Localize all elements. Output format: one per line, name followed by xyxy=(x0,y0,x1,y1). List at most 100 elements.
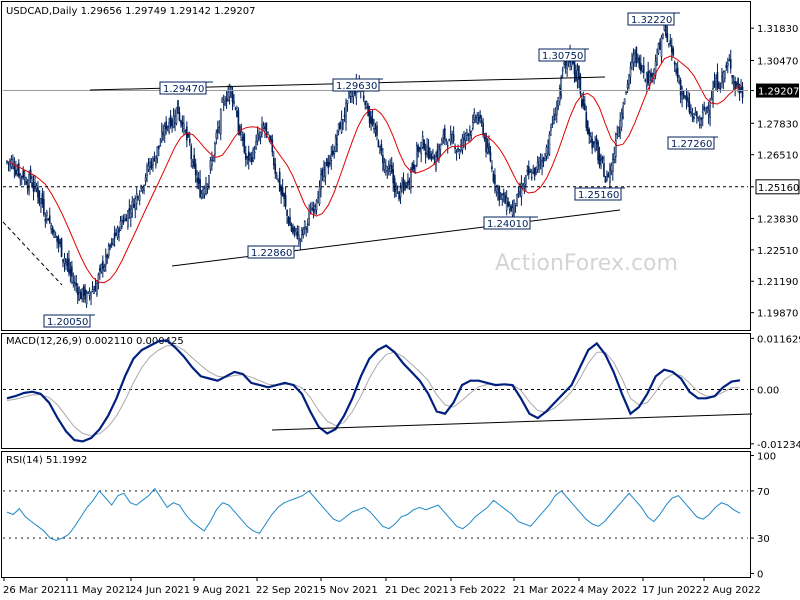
candle-body xyxy=(474,116,477,119)
candle-body xyxy=(513,199,515,215)
candle-body xyxy=(675,69,678,74)
candle-body xyxy=(678,81,680,84)
candle-body xyxy=(623,98,626,105)
macd-y-axis: 0.011629 0.00 -0.012348 xyxy=(750,334,800,451)
candle-body xyxy=(35,185,38,190)
candle-body xyxy=(200,193,203,199)
candle-body xyxy=(283,192,285,199)
candle-body xyxy=(483,137,486,140)
candle-body xyxy=(191,161,194,167)
candle-body xyxy=(127,210,129,228)
candle-body xyxy=(20,175,23,178)
candle-body xyxy=(29,169,32,180)
price-annotation: 1.29470 xyxy=(159,81,213,95)
candle-body xyxy=(670,45,673,53)
candle-body xyxy=(706,107,708,109)
candle-body xyxy=(476,115,479,123)
candle-body xyxy=(446,144,449,147)
candle-body xyxy=(722,71,725,82)
candle-body xyxy=(413,163,415,170)
candle-body xyxy=(684,96,686,98)
candle-body xyxy=(651,73,654,76)
candle-body xyxy=(190,145,193,160)
candle-body xyxy=(224,103,226,106)
candle-body xyxy=(100,263,103,273)
candle-body xyxy=(424,152,427,155)
x-tick-label: 24 Jun 2021 xyxy=(130,585,190,596)
candle-body xyxy=(491,166,493,170)
candle-body xyxy=(91,289,94,292)
candle-body xyxy=(603,163,605,177)
candle-body xyxy=(112,238,114,246)
candle-body xyxy=(585,112,588,128)
candle-body xyxy=(240,131,243,141)
candle-body xyxy=(392,169,395,184)
candle-body xyxy=(362,95,365,100)
candle-body xyxy=(326,158,328,167)
candle-body xyxy=(592,142,595,144)
candle-body xyxy=(486,147,489,154)
candle-body xyxy=(611,159,614,172)
candle-body xyxy=(619,120,621,133)
rsi-line xyxy=(6,487,741,541)
x-tick-label: 4 May 2022 xyxy=(578,585,637,596)
candle-body xyxy=(53,230,55,239)
candle-body xyxy=(193,154,196,168)
candle-body xyxy=(426,146,428,152)
candle-body xyxy=(398,191,400,200)
candle-body xyxy=(163,125,166,136)
rsi-y-tick-label: 0 xyxy=(757,569,763,580)
candle-body xyxy=(78,292,81,300)
candle-body xyxy=(118,229,120,233)
candle-body xyxy=(281,187,284,196)
candle-body xyxy=(553,113,555,124)
annotation-box xyxy=(159,81,207,95)
candle-body xyxy=(536,161,539,170)
candle-body xyxy=(150,161,153,169)
candle-body xyxy=(194,163,197,176)
candle-body xyxy=(321,169,324,176)
candle-body xyxy=(256,133,259,142)
candle-body xyxy=(172,115,175,128)
candle-body xyxy=(697,117,700,119)
candle-body xyxy=(267,131,269,136)
candle-body xyxy=(302,228,305,235)
candle-body xyxy=(159,144,162,147)
candle-body xyxy=(328,162,331,165)
candle-body xyxy=(700,117,703,120)
candle-body xyxy=(604,176,607,183)
candle-body xyxy=(292,228,294,234)
candle-body xyxy=(508,205,511,210)
candle-body xyxy=(554,114,557,121)
candle-body xyxy=(555,106,558,116)
candle-body xyxy=(458,149,461,155)
candle-body xyxy=(147,165,150,170)
candle-body xyxy=(510,205,512,212)
candle-body xyxy=(124,218,126,221)
candle-body xyxy=(485,133,487,153)
candle-body xyxy=(286,209,288,216)
candle-body xyxy=(271,139,274,153)
candle-body xyxy=(541,162,543,167)
candle-body xyxy=(436,149,439,158)
price-y-tick-label: 1.30470 xyxy=(757,57,798,68)
candle-body xyxy=(96,283,98,295)
candle-body xyxy=(63,257,66,264)
candle-body xyxy=(225,98,228,102)
candle-body xyxy=(324,162,327,177)
candle-body xyxy=(713,81,716,88)
x-tick-label: 26 Mar 2021 xyxy=(3,585,66,596)
candle-body xyxy=(729,59,732,69)
candle-body xyxy=(589,136,592,142)
candle-body xyxy=(12,159,14,166)
rsi-y-tick-label: 30 xyxy=(757,534,770,545)
candle-body xyxy=(174,116,176,124)
candle-body xyxy=(236,110,238,118)
candle-body xyxy=(365,101,368,109)
candle-body xyxy=(716,71,719,88)
candle-body xyxy=(177,100,179,114)
candle-body xyxy=(107,245,110,256)
candle-body xyxy=(597,141,599,161)
candle-body xyxy=(153,158,156,162)
